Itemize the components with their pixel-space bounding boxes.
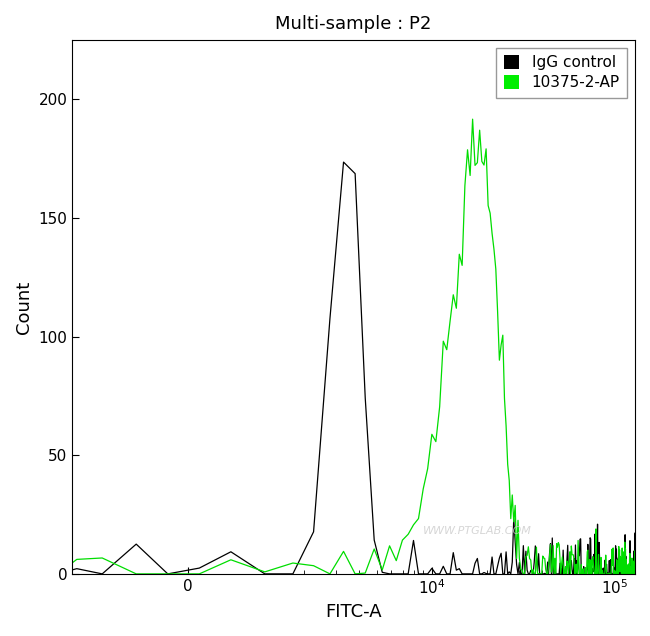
10375-2-AP [0, 570, 3, 577]
IgG control [603, 560, 610, 568]
IgG control [14, 570, 22, 577]
Title: Multi-sample : P2: Multi-sample : P2 [276, 15, 432, 33]
Y-axis label: Count: Count [15, 280, 33, 334]
10375-2-AP [642, 570, 650, 577]
IgG control [5, 558, 12, 565]
10375-2-AP [629, 570, 636, 577]
IgG control [642, 564, 650, 572]
IgG control [0, 566, 3, 574]
10375-2-AP [469, 115, 476, 123]
IgG control [601, 570, 608, 577]
10375-2-AP [600, 570, 608, 577]
IgG control [340, 158, 348, 166]
Text: WWW.PTGLAB.COM: WWW.PTGLAB.COM [423, 526, 532, 536]
Legend: IgG control, 10375-2-AP: IgG control, 10375-2-AP [497, 48, 627, 98]
Line: IgG control: IgG control [0, 162, 646, 574]
IgG control [635, 570, 643, 577]
Line: 10375-2-AP: 10375-2-AP [0, 119, 646, 574]
10375-2-AP [603, 560, 610, 568]
10375-2-AP [599, 570, 607, 577]
10375-2-AP [634, 536, 642, 544]
10375-2-AP [5, 531, 12, 539]
IgG control [600, 570, 608, 577]
X-axis label: FITC-A: FITC-A [326, 603, 382, 621]
IgG control [629, 570, 637, 577]
